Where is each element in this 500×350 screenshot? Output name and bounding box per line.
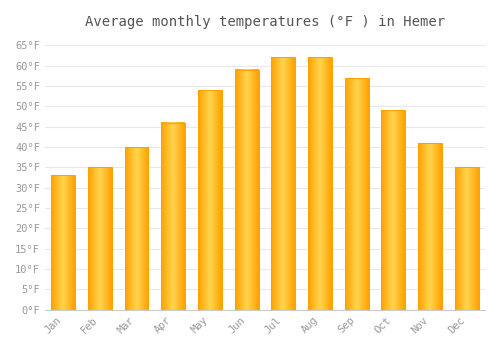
Bar xyxy=(162,122,185,310)
Bar xyxy=(272,57,295,310)
Bar xyxy=(198,90,222,310)
Bar xyxy=(88,167,112,310)
Title: Average monthly temperatures (°F ) in Hemer: Average monthly temperatures (°F ) in He… xyxy=(85,15,445,29)
Bar xyxy=(124,147,148,310)
Bar xyxy=(454,167,478,310)
Bar xyxy=(418,143,442,310)
Bar xyxy=(234,70,258,310)
Bar xyxy=(344,78,368,310)
Bar xyxy=(52,175,75,310)
Bar xyxy=(308,57,332,310)
Bar xyxy=(382,110,405,310)
